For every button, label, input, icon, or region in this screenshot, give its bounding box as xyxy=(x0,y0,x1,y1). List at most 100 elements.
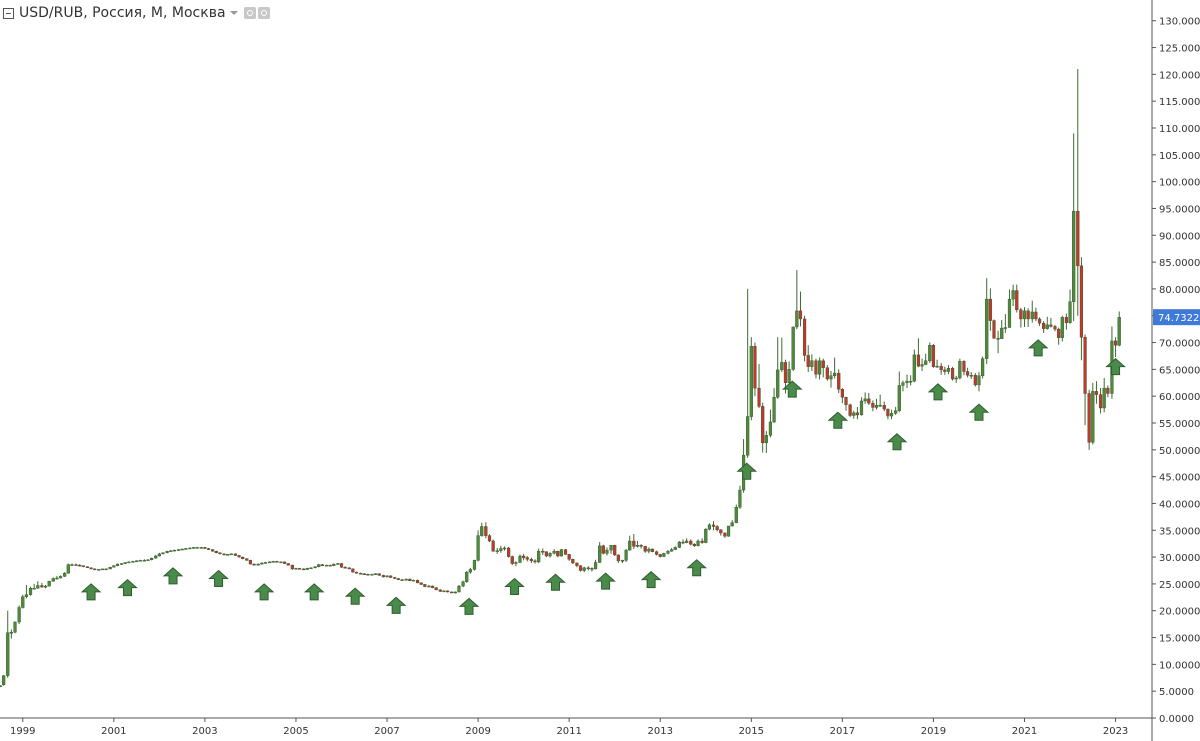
candle xyxy=(867,392,871,405)
candle-body xyxy=(559,549,564,557)
time-axis[interactable]: 1999 2001 2003 2005 2007 2009 2011 2013 2015 2017… xyxy=(0,717,1152,737)
candle xyxy=(2,675,6,686)
candle xyxy=(685,538,689,544)
candle xyxy=(248,559,253,565)
candle xyxy=(928,342,932,363)
caret-down-icon[interactable] xyxy=(229,11,238,15)
candle xyxy=(1057,327,1061,345)
candle-body xyxy=(749,346,753,417)
arrow-up-icon xyxy=(385,596,407,614)
candle-body xyxy=(100,568,105,571)
candle xyxy=(988,288,992,331)
candle-body xyxy=(768,421,773,436)
candle-body xyxy=(93,568,97,571)
candle xyxy=(271,560,275,563)
minus-square-icon[interactable] xyxy=(3,7,14,19)
candle xyxy=(730,520,734,527)
candle xyxy=(127,561,131,564)
candle xyxy=(1117,311,1121,347)
candle-body xyxy=(901,382,905,386)
candle-body xyxy=(924,360,928,365)
candle xyxy=(704,528,708,544)
candle-body xyxy=(639,545,643,547)
candle xyxy=(593,559,598,570)
price-axis[interactable]: 0.0000 5.0000 10.0000 15.0000 20.0000 25.0000… xyxy=(1151,0,1200,741)
price-tick-label: 50.0000 xyxy=(1159,446,1200,457)
candle-body xyxy=(889,413,894,417)
candle xyxy=(810,354,814,371)
candle-body xyxy=(992,320,996,339)
candle xyxy=(802,315,807,362)
candle-body xyxy=(279,561,283,564)
candle xyxy=(916,338,921,368)
candle xyxy=(658,553,662,558)
candle xyxy=(935,359,939,368)
candle xyxy=(112,565,116,568)
candle-body xyxy=(476,535,480,561)
time-tick-label: 2019 xyxy=(921,726,946,737)
candle xyxy=(1000,320,1004,339)
candle-body xyxy=(146,559,150,561)
candle xyxy=(172,549,176,552)
candle-body xyxy=(385,575,389,578)
candle-body xyxy=(723,532,727,537)
candle-body xyxy=(97,569,101,571)
candle-body xyxy=(499,548,503,551)
candle xyxy=(628,535,632,551)
candle-body xyxy=(282,561,287,564)
candle-body xyxy=(1003,327,1007,329)
candle-body xyxy=(495,550,499,552)
candle-body xyxy=(613,545,617,556)
candle-body xyxy=(894,410,898,414)
candle xyxy=(939,362,943,375)
candle xyxy=(780,337,784,373)
candle xyxy=(150,557,154,561)
annotation-arrows-layer xyxy=(80,339,1126,615)
arrow-up-icon xyxy=(253,583,275,601)
candle-body xyxy=(692,544,696,547)
candle xyxy=(795,270,799,330)
candle xyxy=(131,560,135,563)
candle xyxy=(336,562,340,565)
candle xyxy=(852,410,856,419)
candle xyxy=(256,563,260,566)
candle-body xyxy=(798,310,803,320)
gear-icon[interactable] xyxy=(257,7,270,19)
candle xyxy=(878,394,882,407)
candle-body xyxy=(453,591,457,594)
candle xyxy=(654,550,659,556)
candle xyxy=(874,398,879,410)
candle xyxy=(859,397,864,416)
candle xyxy=(1026,308,1030,327)
candle-body xyxy=(874,405,879,408)
candle xyxy=(487,534,492,543)
candle xyxy=(100,568,105,571)
candle-body xyxy=(36,585,40,589)
candle xyxy=(556,550,560,558)
candle-body xyxy=(419,582,423,585)
candle-body xyxy=(821,360,825,368)
candle-body xyxy=(632,540,636,547)
candle xyxy=(0,685,3,688)
candle-body xyxy=(985,298,989,359)
candle xyxy=(408,578,412,582)
candle-body xyxy=(1034,311,1038,320)
candle-body xyxy=(381,575,385,578)
candle xyxy=(404,578,408,581)
candle xyxy=(442,590,446,593)
candle-body xyxy=(1015,290,1019,311)
candle xyxy=(814,358,818,379)
candle-body xyxy=(719,529,723,534)
candle xyxy=(453,591,457,594)
candle xyxy=(66,563,70,574)
eye-icon[interactable] xyxy=(243,7,256,19)
candle xyxy=(673,546,677,551)
candle xyxy=(55,575,59,580)
candle xyxy=(746,288,750,458)
candle-body xyxy=(544,551,549,557)
candle-body xyxy=(578,565,583,571)
candle xyxy=(328,564,332,567)
candle xyxy=(47,580,51,587)
candle-body xyxy=(332,563,336,566)
